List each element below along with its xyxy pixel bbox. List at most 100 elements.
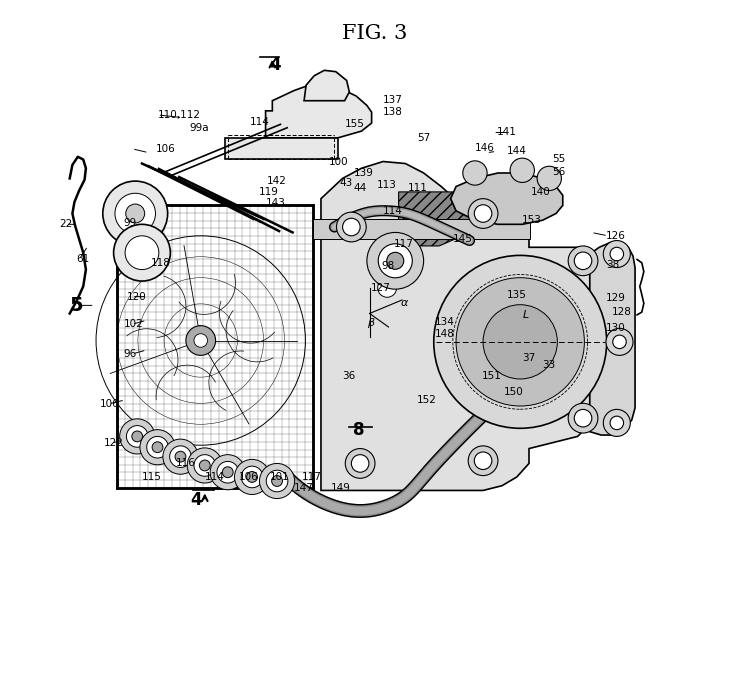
Text: 114: 114 [383, 206, 403, 216]
Text: 135: 135 [507, 289, 526, 300]
Text: 137: 137 [383, 95, 403, 105]
Text: β: β [367, 318, 374, 328]
Text: 142: 142 [267, 176, 286, 186]
Text: 155: 155 [344, 119, 364, 129]
Circle shape [152, 442, 163, 453]
Text: 100: 100 [329, 157, 349, 167]
Circle shape [510, 158, 535, 183]
Text: 151: 151 [482, 371, 502, 381]
Text: 144: 144 [507, 146, 526, 157]
Circle shape [266, 470, 288, 492]
Text: 153: 153 [522, 215, 542, 225]
Circle shape [463, 161, 487, 185]
Text: 106: 106 [238, 472, 258, 482]
Text: 96: 96 [124, 349, 137, 359]
Text: 115: 115 [142, 472, 162, 482]
Text: 117: 117 [302, 472, 322, 482]
Polygon shape [266, 84, 371, 138]
Circle shape [345, 449, 375, 478]
Circle shape [610, 247, 623, 261]
Circle shape [387, 252, 404, 269]
Text: 129: 129 [606, 293, 626, 303]
Text: 101: 101 [270, 472, 290, 482]
Text: 119: 119 [259, 187, 279, 197]
Circle shape [163, 439, 198, 474]
Circle shape [378, 235, 397, 254]
Text: 140: 140 [530, 187, 550, 197]
Circle shape [260, 464, 295, 498]
Circle shape [210, 455, 245, 490]
Circle shape [474, 452, 492, 469]
Polygon shape [399, 192, 529, 246]
Circle shape [468, 446, 498, 475]
Circle shape [120, 419, 154, 454]
Text: 8: 8 [353, 421, 365, 439]
Text: 55: 55 [552, 155, 566, 165]
Text: 152: 152 [417, 395, 436, 405]
Text: 102: 102 [124, 319, 143, 330]
Circle shape [194, 334, 208, 347]
Polygon shape [225, 138, 338, 159]
Circle shape [337, 212, 366, 242]
Circle shape [113, 224, 170, 281]
Circle shape [568, 246, 598, 276]
Circle shape [194, 455, 215, 476]
Text: 116: 116 [176, 458, 196, 469]
Text: 128: 128 [611, 307, 632, 317]
Polygon shape [451, 173, 562, 224]
Text: 5: 5 [70, 296, 83, 315]
Text: 38: 38 [606, 260, 619, 270]
Circle shape [188, 448, 222, 483]
Circle shape [132, 431, 142, 442]
Text: 37: 37 [522, 353, 536, 363]
Text: 130: 130 [606, 323, 625, 333]
Text: 145: 145 [453, 234, 472, 244]
Text: 4: 4 [190, 491, 202, 509]
Circle shape [343, 218, 360, 236]
Circle shape [115, 193, 155, 234]
Circle shape [610, 416, 623, 430]
Text: 139: 139 [353, 168, 374, 178]
Circle shape [603, 240, 630, 268]
Circle shape [235, 460, 270, 494]
Text: 141: 141 [496, 127, 517, 138]
Circle shape [222, 466, 233, 477]
Text: 56: 56 [552, 167, 566, 176]
Text: 99: 99 [124, 218, 137, 228]
Circle shape [367, 232, 424, 289]
Text: 147: 147 [294, 483, 314, 493]
Circle shape [147, 437, 168, 458]
Circle shape [170, 446, 191, 467]
Circle shape [351, 455, 369, 472]
Circle shape [272, 475, 283, 486]
Circle shape [126, 204, 145, 223]
Text: 61: 61 [76, 255, 90, 264]
Text: 134: 134 [434, 317, 454, 327]
Text: 126: 126 [606, 231, 626, 241]
Circle shape [483, 304, 557, 379]
Text: 114: 114 [205, 472, 225, 482]
Circle shape [574, 409, 592, 427]
Text: 146: 146 [475, 143, 495, 153]
Circle shape [574, 252, 592, 270]
Circle shape [606, 328, 633, 355]
Text: 98: 98 [382, 262, 395, 271]
Circle shape [242, 466, 263, 488]
Text: L: L [522, 310, 529, 320]
Text: 4: 4 [269, 56, 280, 74]
Circle shape [474, 205, 492, 222]
Circle shape [603, 409, 630, 437]
Text: 118: 118 [151, 259, 171, 268]
Circle shape [568, 403, 598, 433]
Text: 117: 117 [394, 239, 414, 249]
Circle shape [103, 181, 168, 246]
Circle shape [468, 199, 498, 228]
Text: 57: 57 [417, 133, 430, 143]
Polygon shape [117, 206, 313, 488]
Text: 122: 122 [104, 438, 123, 448]
Circle shape [175, 452, 186, 462]
Text: 43: 43 [340, 178, 353, 188]
Circle shape [186, 326, 215, 355]
Text: α: α [400, 298, 408, 308]
Text: 44: 44 [353, 183, 367, 193]
